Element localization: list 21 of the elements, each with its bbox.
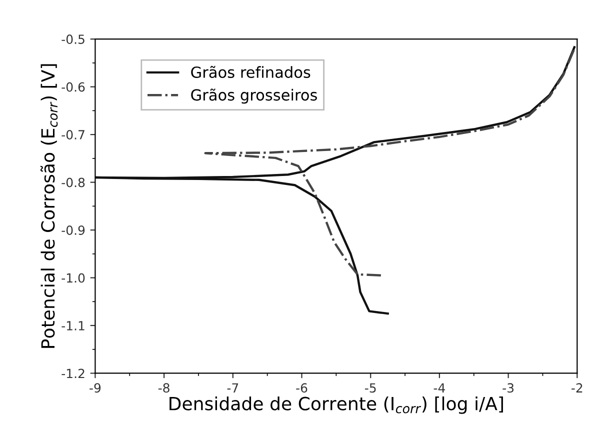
y-tick-label: -0.9 xyxy=(62,225,85,235)
line-series xyxy=(95,46,576,315)
x-tick-label: -6 xyxy=(296,383,308,393)
x-tick-label: -9 xyxy=(90,383,101,393)
y-tick-label: -1.0 xyxy=(62,273,85,283)
x-tick-label: -4 xyxy=(434,383,445,392)
x-axis-title: Densidade de Corrente (I$_{corr}$) [log i/A] xyxy=(170,396,503,414)
y-tick-label: -0.8 xyxy=(62,178,85,188)
y-axis-title: Potencial de Corrosão (E$_{corr}$) [V] xyxy=(40,64,58,348)
y-tick-label: -1.2 xyxy=(62,368,84,378)
x-tick-label: -8 xyxy=(158,383,170,393)
y-tick-label: -0.5 xyxy=(62,34,84,44)
x-tick-label: -2 xyxy=(572,383,582,392)
y-tick-label: -0.6 xyxy=(62,82,85,92)
y-tick-label: -1.1 xyxy=(62,321,84,330)
legend-label: Grãos refinados xyxy=(191,66,310,78)
x-tick-label: -7 xyxy=(227,383,238,392)
legend-label: Grãos grosseiros xyxy=(191,88,317,104)
x-tick-label: -3 xyxy=(502,383,514,393)
y-tick-label: -0.7 xyxy=(62,130,84,140)
x-tick-label: -5 xyxy=(364,383,376,393)
